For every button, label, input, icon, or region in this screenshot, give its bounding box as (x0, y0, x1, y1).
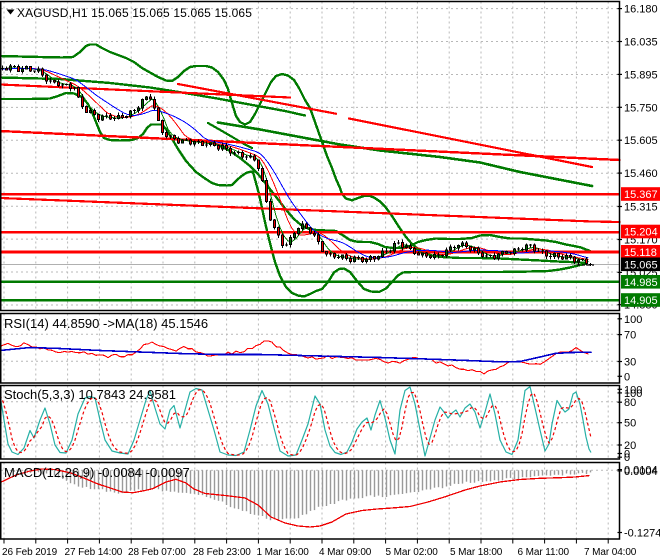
svg-text:5 Mar 18:00: 5 Mar 18:00 (450, 547, 503, 558)
svg-text:100: 100 (624, 384, 642, 396)
svg-text:Stoch(5,3,3) 10.7843 24.9581: Stoch(5,3,3) 10.7843 24.9581 (4, 387, 176, 402)
svg-text:16.180: 16.180 (624, 4, 658, 16)
svg-text:-0.1274: -0.1274 (624, 528, 660, 540)
svg-text:0: 0 (624, 449, 630, 461)
svg-text:16.035: 16.035 (624, 37, 658, 49)
svg-text:0: 0 (624, 371, 630, 383)
svg-text:15.895: 15.895 (624, 69, 658, 81)
svg-text:15.118: 15.118 (624, 247, 657, 259)
svg-text:30: 30 (624, 357, 636, 369)
svg-text:70: 70 (624, 330, 636, 342)
svg-text:15.750: 15.750 (624, 102, 658, 114)
svg-text:7 Mar 04:00: 7 Mar 04:00 (584, 547, 637, 558)
svg-text:26 Feb 2019: 26 Feb 2019 (2, 547, 58, 558)
svg-text:0: 0 (624, 452, 630, 464)
svg-text:28 Feb 23:00: 28 Feb 23:00 (193, 547, 251, 558)
svg-text:80: 80 (624, 397, 636, 409)
svg-text:15.065: 15.065 (624, 259, 658, 271)
svg-text:1 Mar 16:00: 1 Mar 16:00 (257, 547, 310, 558)
svg-text:14.905: 14.905 (624, 295, 658, 307)
svg-text:0.0104: 0.0104 (624, 465, 658, 477)
svg-text:27 Feb 14:00: 27 Feb 14:00 (65, 547, 123, 558)
svg-text:14.985: 14.985 (624, 277, 658, 289)
svg-text:RSI(14) 44.8590 ->MA(18) 45.1: RSI(14) 44.8590 ->MA(18) 45.1546 (4, 316, 208, 331)
svg-text:5 Mar 02:00: 5 Mar 02:00 (386, 547, 439, 558)
svg-text:20: 20 (624, 440, 636, 452)
svg-text:15.367: 15.367 (624, 189, 658, 201)
svg-text:MACD(12,26,9) -0.0084 -0.0097: MACD(12,26,9) -0.0084 -0.0097 (4, 465, 190, 480)
svg-text:15.605: 15.605 (624, 135, 658, 147)
svg-text:15.204: 15.204 (624, 227, 658, 239)
svg-text:100: 100 (624, 388, 642, 400)
svg-text:28 Feb 07:00: 28 Feb 07:00 (128, 547, 186, 558)
svg-text:6 Mar 11:00: 6 Mar 11:00 (518, 547, 570, 558)
svg-text:0.0004: 0.0004 (624, 466, 658, 478)
svg-text:15.460: 15.460 (624, 168, 658, 180)
svg-text:15.315: 15.315 (624, 202, 658, 214)
svg-text:100: 100 (624, 314, 642, 326)
svg-text:50: 50 (624, 418, 636, 430)
svg-text:XAGUSD,H1 15.065 15.065 15.06: XAGUSD,H1 15.065 15.065 15.065 15.065 (17, 6, 252, 20)
svg-text:4 Mar 09:00: 4 Mar 09:00 (319, 547, 372, 558)
